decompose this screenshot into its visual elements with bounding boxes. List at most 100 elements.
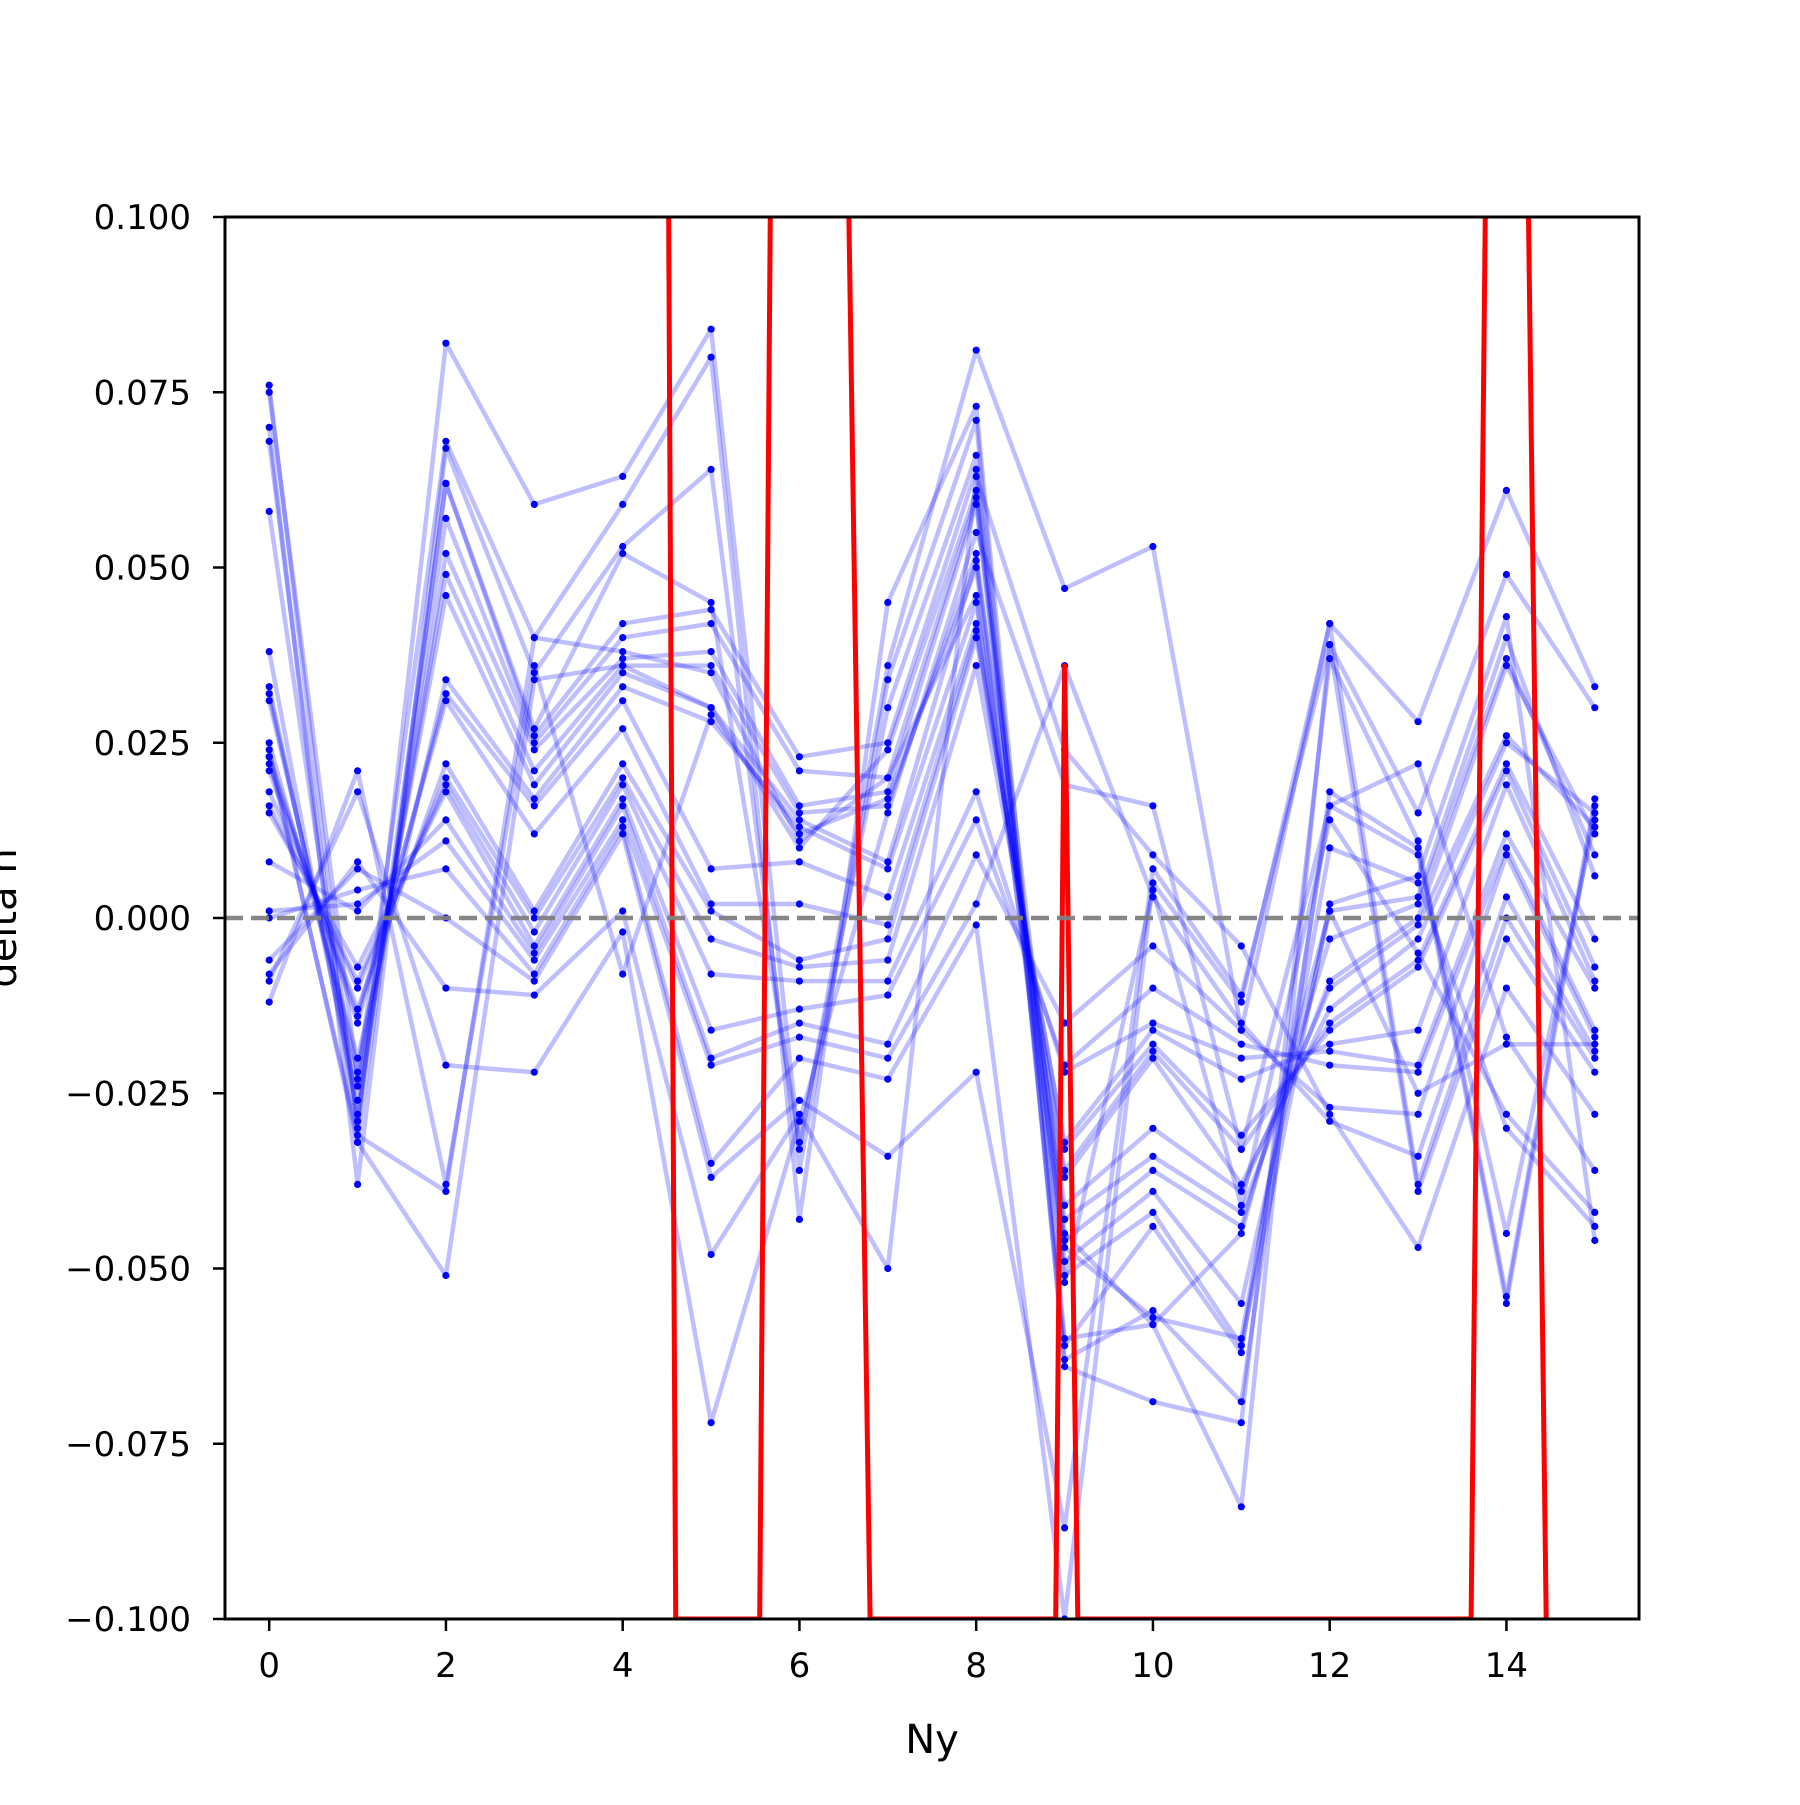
series-9-point-5: [707, 718, 715, 726]
series-3-point-5: [707, 598, 715, 607]
series-10-point-5: [707, 865, 715, 873]
series-2-point-10: [1149, 1398, 1157, 1406]
series-14-point-15: [1591, 984, 1599, 992]
series-8-point-8: [972, 556, 980, 565]
series-4-point-0: [265, 507, 273, 515]
series-6-point-8: [972, 500, 980, 508]
series-line-16: [268, 803, 1597, 1117]
series-24-point-0: [265, 746, 273, 754]
series-19-point-1: [354, 865, 362, 873]
series-15-point-1: [354, 963, 362, 971]
series-21-point-3: [530, 1068, 538, 1076]
x-tick-label-0: 0: [258, 1646, 280, 1686]
series-7-point-6: [795, 809, 804, 817]
series-4-point-10: [1149, 1222, 1157, 1230]
series-12-point-3: [530, 907, 538, 915]
series-line-18: [268, 621, 1597, 1619]
series-18-point-6: [795, 1054, 804, 1062]
series-13-point-1: [354, 984, 362, 992]
series-22-point-5: [707, 711, 715, 719]
series-10-point-15: [1591, 809, 1599, 817]
series-16-point-3: [530, 949, 538, 957]
series-7-point-10: [1149, 1166, 1157, 1174]
series-12-point-1: [354, 1005, 362, 1013]
series-3-point-8: [972, 451, 980, 459]
series-23-point-13: [1414, 879, 1422, 887]
x-tick-label-5: 10: [1131, 1646, 1174, 1686]
series-3-point-4: [619, 549, 627, 558]
series-7-point-12: [1326, 935, 1334, 943]
series-9-point-4: [619, 683, 627, 691]
series-8-point-6: [795, 816, 804, 824]
series-18-point-8: [972, 921, 980, 929]
series-3-point-13: [1414, 844, 1422, 852]
series-19-point-10: [1149, 865, 1157, 873]
series-14-point-12: [1326, 1047, 1334, 1055]
series-15-point-0: [265, 809, 273, 817]
series-1-point-2: [442, 437, 450, 445]
series-7-point-9: [1061, 1236, 1069, 1245]
series-12-point-12: [1326, 1026, 1334, 1034]
series-5-point-14: [1502, 613, 1510, 621]
series-17-point-14: [1502, 893, 1510, 901]
series-19-point-7: [884, 1152, 892, 1160]
series-5-point-8: [972, 493, 980, 501]
series-9-point-13: [1414, 921, 1422, 929]
series-17-point-0: [265, 907, 273, 915]
series-23-point-6: [795, 837, 804, 845]
series-16-point-8: [972, 851, 980, 859]
series-2-point-13: [1414, 837, 1422, 845]
series-10-point-1: [354, 1019, 362, 1027]
series-18-point-5: [707, 1159, 715, 1167]
series-14-point-5: [707, 970, 715, 978]
series-5-point-2: [442, 514, 450, 523]
series-20-point-8: [972, 472, 980, 480]
series-0-point-15: [1591, 683, 1599, 691]
series-7-point-15: [1591, 851, 1599, 859]
series-17-point-10: [1149, 893, 1157, 901]
series-20-point-4: [619, 907, 627, 915]
series-18-point-3: [530, 970, 538, 978]
series-8-point-7: [884, 858, 892, 866]
series-10-point-12: [1326, 1005, 1334, 1013]
series-13-point-4: [619, 774, 627, 782]
x-axis-label: Ny: [905, 1717, 959, 1763]
series-10-point-10: [1149, 1054, 1157, 1062]
series-9-point-9: [1061, 1201, 1069, 1209]
series-24-point-15: [1591, 1040, 1599, 1048]
series-13-point-11: [1237, 1075, 1245, 1083]
series-9-point-7: [884, 865, 892, 873]
x-tick-label-6: 12: [1308, 1646, 1351, 1686]
series-23-point-3: [530, 634, 538, 642]
series-23-point-1: [354, 1131, 362, 1139]
series-19-point-15: [1591, 1068, 1599, 1076]
series-line-9: [267, 600, 1597, 1208]
series-9-point-6: [795, 823, 804, 831]
series-21-point-13: [1414, 760, 1422, 768]
series-7-point-3: [530, 767, 538, 775]
series-8-point-1: [354, 1068, 362, 1076]
series-2-point-2: [442, 444, 450, 452]
series-8-point-11: [1237, 1208, 1245, 1216]
series-12-point-6: [795, 956, 804, 964]
series-17-point-2: [442, 837, 450, 845]
series-11-point-3: [530, 830, 538, 838]
series-9-point-12: [1326, 984, 1334, 992]
series-22-point-3: [530, 662, 538, 670]
series-11-point-10: [1149, 1047, 1157, 1055]
series-11-point-12: [1326, 1019, 1334, 1027]
series-0-point-0: [265, 381, 273, 389]
series-20-point-11: [1237, 942, 1245, 950]
series-16-point-14: [1502, 851, 1510, 859]
series-19-point-0: [265, 956, 273, 964]
series-5-point-10: [1149, 1208, 1157, 1216]
series-5-point-0: [265, 648, 273, 656]
series-21-point-14: [1502, 1033, 1510, 1041]
series-line-14: [267, 782, 1597, 1075]
series-line-7: [267, 551, 1597, 1243]
series-16-point-2: [442, 816, 450, 824]
series-line-15: [267, 789, 1597, 1075]
series-0-point-5: [707, 325, 715, 333]
series-13-point-3: [530, 914, 538, 922]
